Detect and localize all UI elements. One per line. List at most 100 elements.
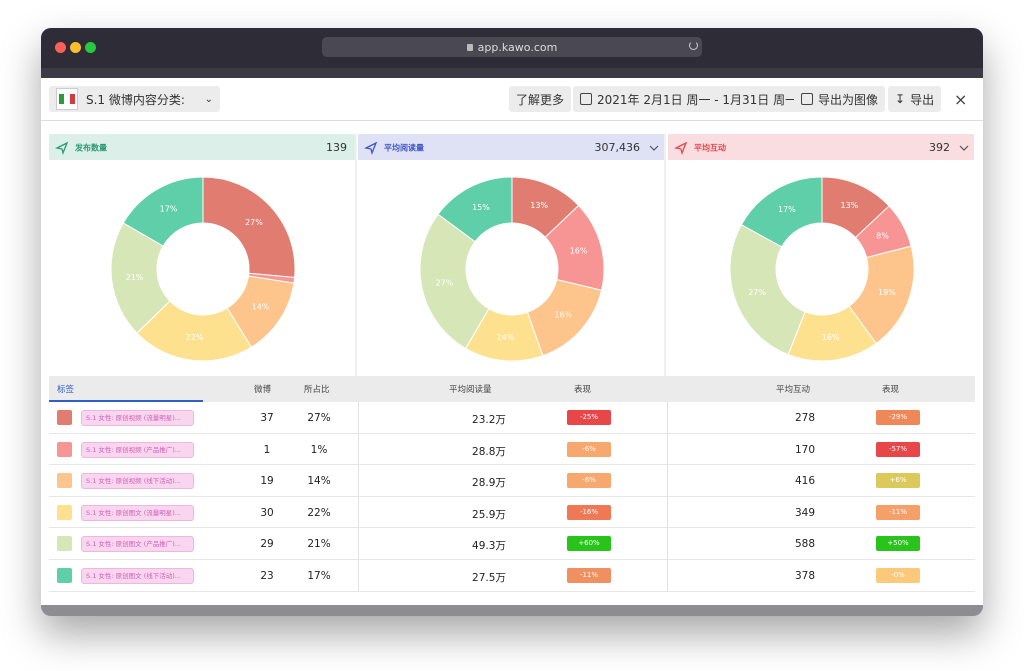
donut-slice	[437, 176, 513, 243]
perf-badge: +6%	[876, 473, 920, 489]
column-header: 平均互动	[776, 385, 811, 395]
donut-slice	[122, 176, 204, 247]
panel-label: 发布数量	[74, 143, 107, 153]
posts-cell: 37	[260, 412, 274, 424]
donut-slice	[740, 176, 823, 248]
color-swatch	[57, 410, 72, 425]
posts-cell: 30	[260, 506, 274, 519]
tag-pill: S.1 女性: 原创视频 (流量明星)...	[81, 410, 194, 426]
slice-label: 8%	[876, 231, 889, 240]
slice-label: 22%	[186, 333, 204, 342]
interactions-cell: 588	[794, 538, 816, 551]
perf-badge: -57%	[876, 441, 920, 457]
tag-pill: S.1 女性: 原创图文 (线下活动)...	[81, 568, 194, 584]
select-label: S.1 微博内容分类:	[86, 92, 185, 107]
slice-label: 14%	[252, 303, 270, 312]
posts-cell: 1	[263, 443, 271, 456]
calendar-icon	[580, 93, 592, 105]
row-border	[49, 464, 975, 466]
panel-header	[358, 134, 664, 160]
slice-label: 21%	[126, 273, 144, 282]
panel-label: 平均阅读量	[384, 143, 424, 153]
perf-badge: -25%	[567, 410, 611, 425]
perf-badge: +50%	[876, 536, 920, 552]
minimize-dot[interactable]	[70, 42, 81, 53]
slice-label: 13%	[530, 201, 548, 210]
posts-cell: 19	[260, 475, 274, 488]
export-image-button[interactable]: 导出为图像	[794, 86, 886, 112]
row-border	[49, 590, 975, 592]
close-dot[interactable]	[55, 42, 66, 53]
column-header: 标签	[57, 385, 75, 395]
dropdown-chevron	[649, 145, 659, 151]
column-divider	[667, 402, 668, 592]
url: app.kawo.com	[477, 40, 558, 54]
reads-cell: 28.9万	[472, 477, 506, 490]
panel-total: 392	[929, 141, 950, 154]
button-text: 导出为图像	[818, 92, 879, 107]
color-swatch	[57, 473, 72, 489]
export-button[interactable]: ↧ 导出	[888, 86, 942, 112]
interactions-cell: 378	[794, 570, 816, 582]
slice-label: 19%	[878, 288, 896, 297]
perf-badge: +60%	[567, 536, 611, 552]
slice-label: 16%	[822, 333, 840, 342]
interactions-cell: 416	[794, 475, 816, 488]
posts-cell: 23	[260, 570, 274, 582]
color-swatch	[57, 568, 72, 583]
zoom-dot[interactable]	[85, 42, 96, 53]
color-swatch	[57, 441, 72, 457]
tag-pill: S.1 女性: 原创视频 (线下活动)...	[81, 473, 194, 490]
color-swatch	[57, 504, 72, 520]
slice-label: 27%	[436, 278, 454, 287]
brand-logo	[56, 88, 78, 110]
slice-label: 13%	[841, 201, 859, 210]
reads-cell: 28.8万	[472, 445, 506, 458]
column-header: 所占比	[304, 385, 330, 395]
learn-more-button[interactable]: 了解更多	[509, 86, 572, 112]
table: 标签 微博 所占比 平均阅读量 表现 平均互动 表现 S.1 女性: 原创视频 (流量明星).…	[49, 376, 975, 598]
row-border	[49, 527, 975, 529]
column-header: 表现	[574, 385, 592, 395]
app-strip	[41, 68, 983, 78]
modal: S.1 微博内容分类: ⌄ 了解更多 2021年 2月1日 周一 - 1月31日…	[41, 78, 983, 605]
interactions-cell: 170	[794, 443, 816, 456]
panel-icon	[674, 141, 688, 156]
slice-label: 14%	[497, 333, 515, 342]
tag-pill: S.1 女性: 原创视频 (产品推广)...	[81, 441, 194, 458]
slice-label: 16%	[570, 246, 588, 255]
panel-total: 307,436	[595, 141, 641, 154]
toolbar: S.1 微博内容分类: ⌄ 了解更多 2021年 2月1日 周一 - 1月31日…	[41, 78, 983, 121]
category-select[interactable]: S.1 微博内容分类: ⌄	[49, 86, 220, 112]
share-cell: 17%	[307, 570, 331, 582]
perf-badge: -0%	[876, 568, 920, 583]
reload-icon[interactable]	[689, 41, 698, 50]
slice-label: 17%	[778, 205, 796, 214]
active-tab-underline	[49, 400, 203, 402]
close-button[interactable]: ×	[954, 90, 968, 109]
column-divider	[358, 402, 359, 592]
perf-badge: -6%	[567, 441, 611, 457]
color-swatch	[57, 536, 72, 552]
donut-slice	[419, 213, 490, 350]
panel-header	[49, 134, 355, 160]
button-text: 2021年 2月1日 周一 - 1月31日 周一	[597, 92, 798, 107]
share-cell: 21%	[307, 538, 331, 551]
share-cell: 14%	[307, 475, 331, 488]
perf-badge: -11%	[876, 504, 920, 520]
slice-label: 16%	[554, 311, 572, 320]
column-header: 微博	[254, 385, 272, 395]
slice-label: 27%	[245, 218, 263, 227]
chevron: ⌄	[204, 93, 213, 105]
share-cell: 27%	[307, 412, 331, 424]
perf-badge: -16%	[567, 504, 611, 520]
url-bar[interactable]: app.kawo.com	[322, 37, 702, 57]
reads-cell: 49.3万	[472, 540, 506, 553]
dropdown-chevron	[959, 145, 969, 151]
panel-label: 平均互动	[694, 143, 726, 153]
tag-pill: S.1 女性: 原创图文 (产品推广)...	[81, 536, 194, 553]
column-header: 平均阅读量	[449, 385, 492, 395]
interactions-cell: 349	[794, 506, 816, 519]
date-range-button[interactable]: 2021年 2月1日 周一 - 1月31日 周一	[573, 86, 805, 112]
